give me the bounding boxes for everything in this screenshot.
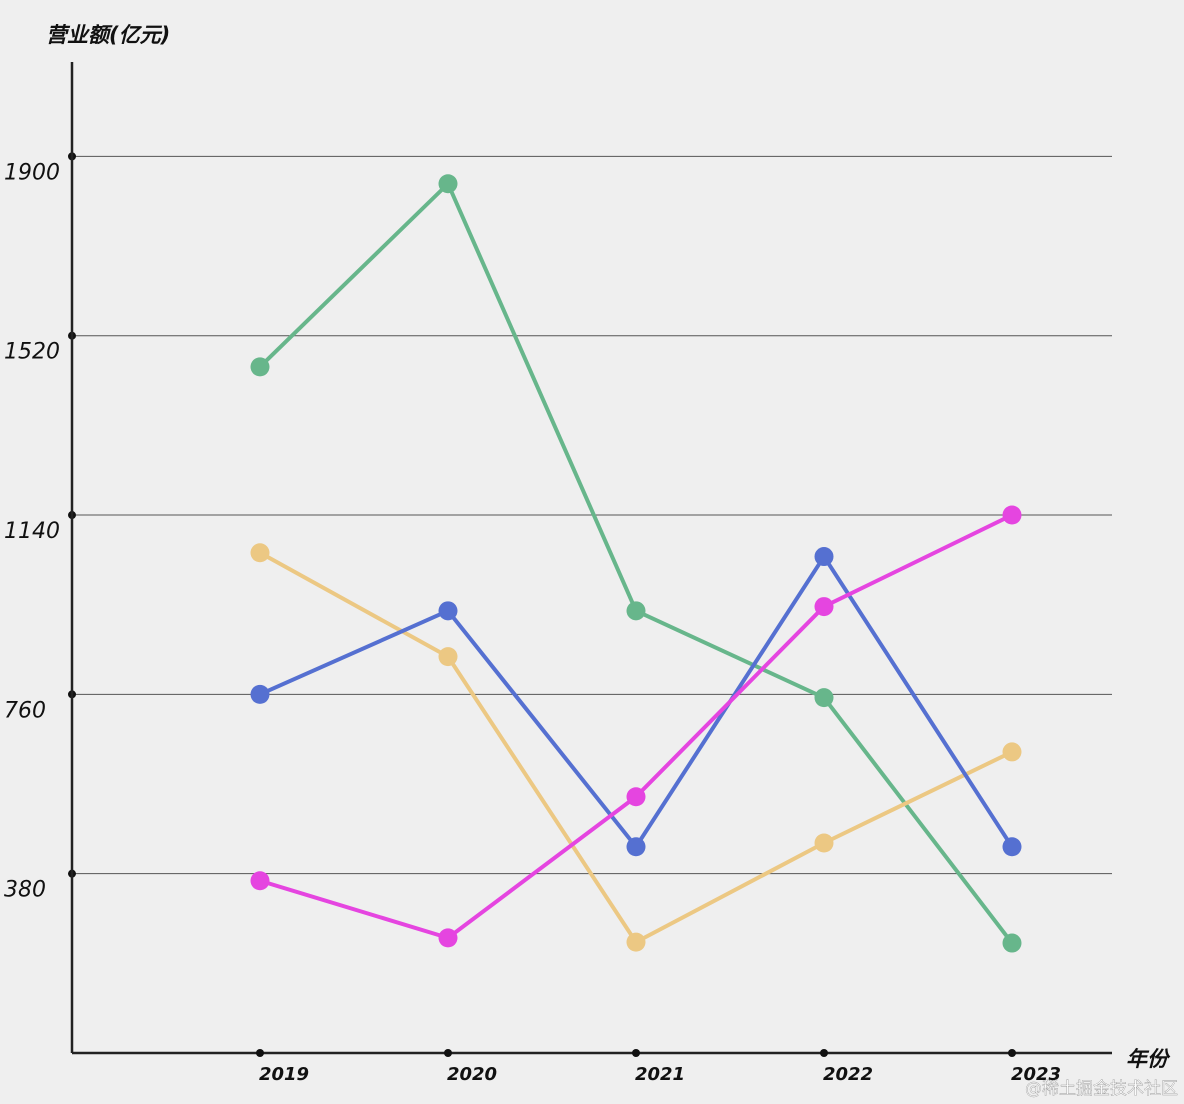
data-point [1002, 933, 1022, 953]
x-tick-mark [632, 1049, 640, 1057]
watermark: @稀土掘金技术社区 [1025, 1079, 1178, 1099]
data-point [250, 684, 270, 704]
data-point [1002, 505, 1022, 525]
data-point [626, 932, 646, 952]
data-point [438, 601, 458, 621]
data-point [814, 547, 834, 567]
data-point [438, 928, 458, 948]
x-tick-mark [444, 1049, 452, 1057]
data-point [438, 174, 458, 194]
x-tick-label: 2019 [259, 1064, 309, 1085]
data-point [814, 833, 834, 853]
y-tick-label: 1140 [4, 519, 60, 544]
x-tick-label: 2022 [823, 1064, 873, 1085]
x-tick-label: 2023 [1011, 1064, 1061, 1085]
data-point [1002, 742, 1022, 762]
data-point [814, 688, 834, 708]
x-tick-mark [1008, 1049, 1016, 1057]
data-point [814, 597, 834, 617]
data-point [626, 787, 646, 807]
data-point [250, 871, 270, 891]
y-tick-label: 380 [4, 878, 46, 903]
data-point [1002, 837, 1022, 857]
data-point [250, 543, 270, 563]
x-tick-mark [256, 1049, 264, 1057]
x-axis-title: 年份 [1126, 1047, 1171, 1071]
data-point [626, 601, 646, 621]
x-tick-mark [820, 1049, 828, 1057]
data-point [626, 837, 646, 857]
x-tick-label: 2020 [447, 1064, 497, 1085]
y-tick-label: 1900 [4, 160, 60, 185]
y-axis-title: 营业额(亿元) [46, 23, 170, 47]
x-tick-label: 2021 [635, 1064, 685, 1085]
data-point [250, 357, 270, 377]
data-point [438, 647, 458, 667]
y-tick-label: 760 [4, 698, 46, 723]
y-tick-label: 1520 [4, 340, 60, 365]
